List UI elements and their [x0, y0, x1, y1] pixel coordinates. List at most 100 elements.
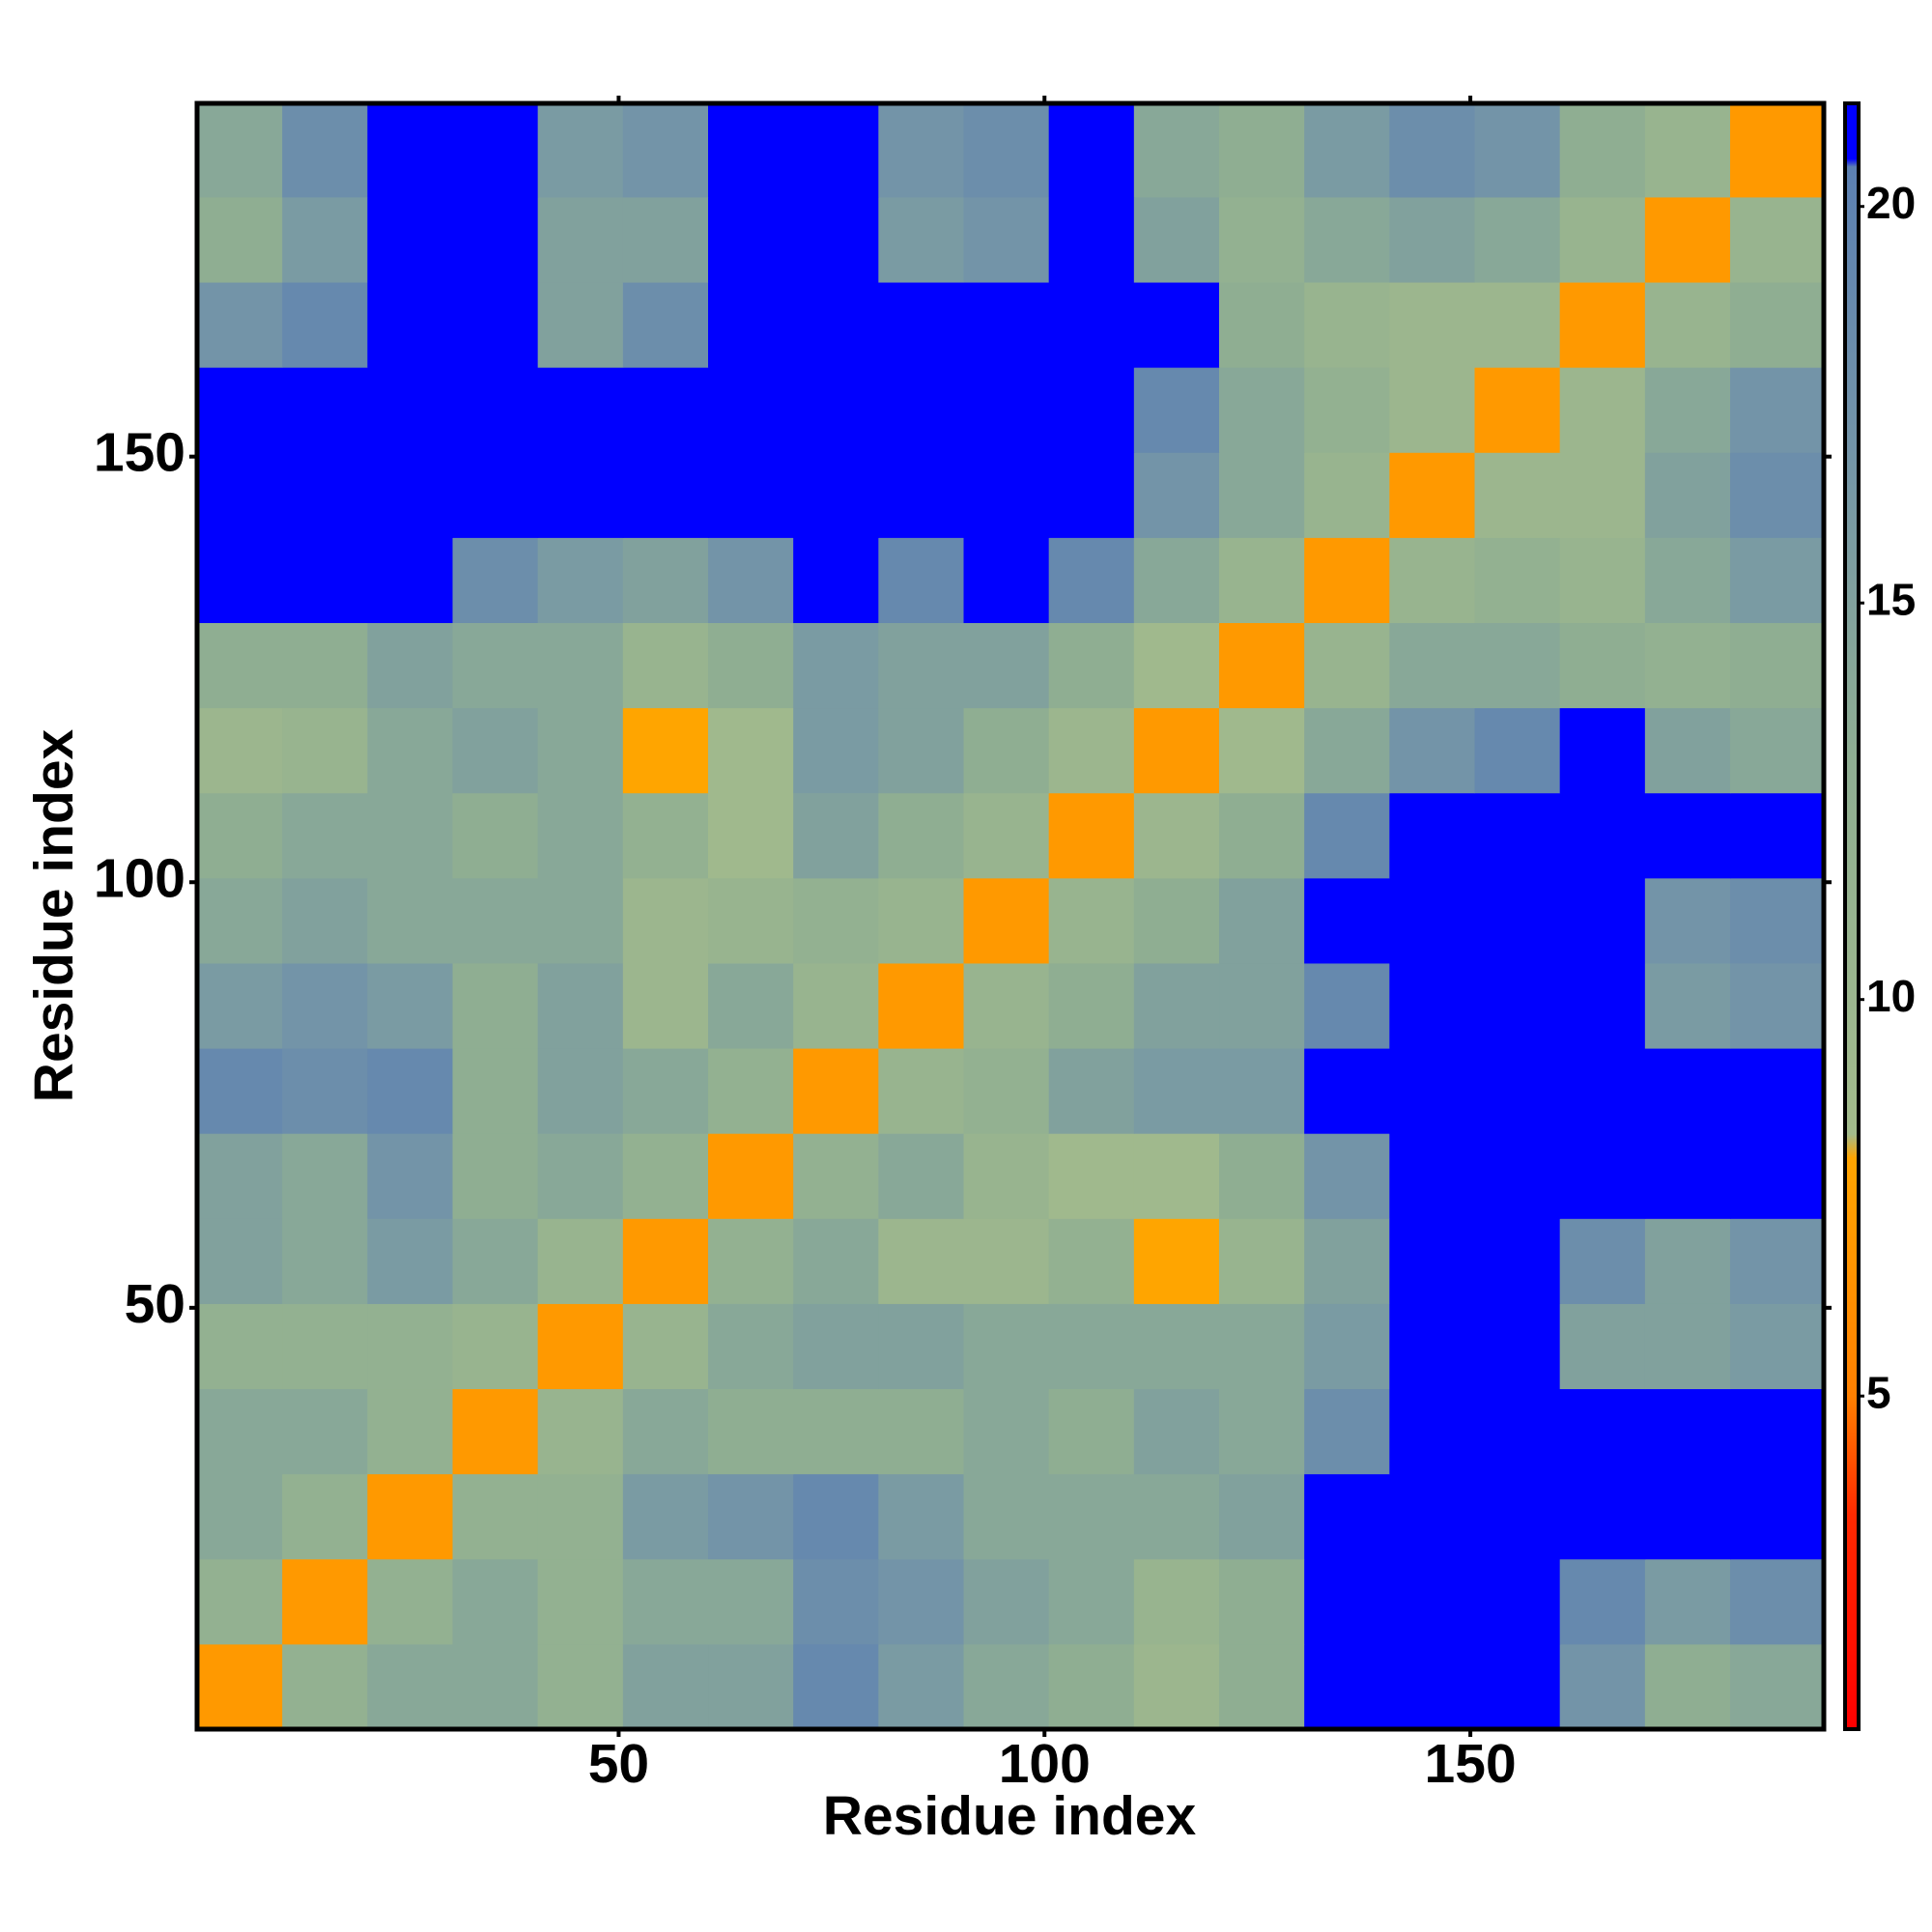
heatmap-cell [708, 877, 794, 964]
heatmap-cell [878, 707, 965, 794]
heatmap-cell [1644, 1218, 1731, 1304]
heatmap-cell [1133, 282, 1220, 368]
heatmap-cell [1730, 196, 1825, 283]
heatmap-cell [622, 196, 709, 283]
heatmap-cell [622, 1473, 709, 1560]
heatmap-cell [1644, 1473, 1731, 1560]
heatmap-cell [963, 1388, 1050, 1475]
heatmap-cell [1048, 282, 1135, 368]
heatmap-cell [1474, 1133, 1561, 1219]
heatmap-cell [1304, 537, 1390, 624]
heatmap-cell [452, 537, 539, 624]
heatmap-cell [1133, 622, 1220, 709]
heatmap-cell [1389, 1388, 1476, 1475]
heatmap-cell [1219, 622, 1305, 709]
heatmap-cell [708, 792, 794, 879]
heatmap-cell [537, 103, 624, 198]
heatmap-cell [282, 1218, 368, 1304]
heatmap-cell [1559, 1643, 1646, 1730]
heatmap-cell [708, 452, 794, 538]
heatmap-cell [963, 452, 1050, 538]
heatmap-cell [1133, 1048, 1220, 1134]
heatmap-cell [1559, 707, 1646, 794]
heatmap-cell [1559, 103, 1646, 198]
heatmap-cell [1304, 452, 1390, 538]
heatmap-cell [282, 962, 368, 1049]
heatmap-cell [708, 1643, 794, 1730]
heatmap-cell [793, 282, 879, 368]
heatmap-cell [708, 103, 794, 198]
heatmap-cell [452, 1133, 539, 1219]
heatmap-cell [622, 452, 709, 538]
heatmap-cell [1133, 1558, 1220, 1645]
heatmap-cell [1304, 1388, 1390, 1475]
heatmap-cell [963, 792, 1050, 879]
heatmap-cell [1304, 1303, 1390, 1390]
heatmap-cell [1474, 1643, 1561, 1730]
heatmap-cell [963, 367, 1050, 453]
heatmap-cell [708, 1048, 794, 1134]
heatmap-cell [622, 103, 709, 198]
heatmap-cell [1133, 1133, 1220, 1219]
heatmap-cell [537, 792, 624, 879]
heatmap-cell [1219, 452, 1305, 538]
heatmap-cell [452, 1558, 539, 1645]
heatmap-cell [1133, 452, 1220, 538]
heatmap-cell [282, 792, 368, 879]
colorbar-tick-label: 5 [1866, 1367, 1891, 1417]
heatmap-cell [1389, 877, 1476, 964]
heatmap-cell [1048, 707, 1135, 794]
heatmap-cell [793, 1558, 879, 1645]
heatmap-cell [1219, 1388, 1305, 1475]
colorbar-tick-label: 20 [1866, 178, 1916, 228]
heatmap-cell [963, 1133, 1050, 1219]
heatmap-cell [537, 962, 624, 1049]
heatmap-cell [197, 1473, 283, 1560]
heatmap-cell [963, 1558, 1050, 1645]
heatmap-cell [622, 1388, 709, 1475]
heatmap-cell [708, 1558, 794, 1645]
heatmap-cell [1644, 962, 1731, 1049]
heatmap-cell [1048, 1218, 1135, 1304]
heatmap-cell [1474, 792, 1561, 879]
heatmap-cell [1219, 1558, 1305, 1645]
heatmap-cell [878, 196, 965, 283]
heatmap-cell [878, 1388, 965, 1475]
heatmap-cell [963, 103, 1050, 198]
heatmap-cell [1389, 452, 1476, 538]
heatmap-cell [1219, 537, 1305, 624]
colorbar-tick-label: 10 [1866, 971, 1916, 1021]
heatmap-cell [452, 1218, 539, 1304]
heatmap-cell [1474, 707, 1561, 794]
heatmap-cell [1474, 367, 1561, 453]
heatmap-cell [1304, 1643, 1390, 1730]
heatmap-cell [1389, 1558, 1476, 1645]
heatmap-cell [878, 1048, 965, 1134]
heatmap-cell [197, 196, 283, 283]
heatmap-cell [367, 1473, 454, 1560]
heatmap-cell [1219, 103, 1305, 198]
heatmap-cell [1730, 877, 1825, 964]
heatmap-cell [537, 622, 624, 709]
heatmap-cell [1644, 877, 1731, 964]
heatmap-cell [1730, 282, 1825, 368]
heatmap-cell [1559, 452, 1646, 538]
heatmap-cell [1219, 282, 1305, 368]
heatmap-cell [1304, 1218, 1390, 1304]
heatmap-cell [1730, 537, 1825, 624]
heatmap-cell [452, 103, 539, 198]
x-tick-label: 150 [1425, 1733, 1517, 1795]
heatmap-cell [1219, 707, 1305, 794]
heatmap-cell [1559, 1388, 1646, 1475]
heatmap-cell [537, 1558, 624, 1645]
heatmap-cell [367, 1388, 454, 1475]
heatmap-cell [1048, 792, 1135, 879]
heatmap-cell [708, 962, 794, 1049]
heatmap-cell [622, 1218, 709, 1304]
heatmap-cell [537, 1388, 624, 1475]
heatmap-cell [1048, 1048, 1135, 1134]
heatmap-cell [197, 622, 283, 709]
heatmap-cell [1048, 1558, 1135, 1645]
heatmap-cell [878, 1558, 965, 1645]
heatmap-cell [963, 196, 1050, 283]
